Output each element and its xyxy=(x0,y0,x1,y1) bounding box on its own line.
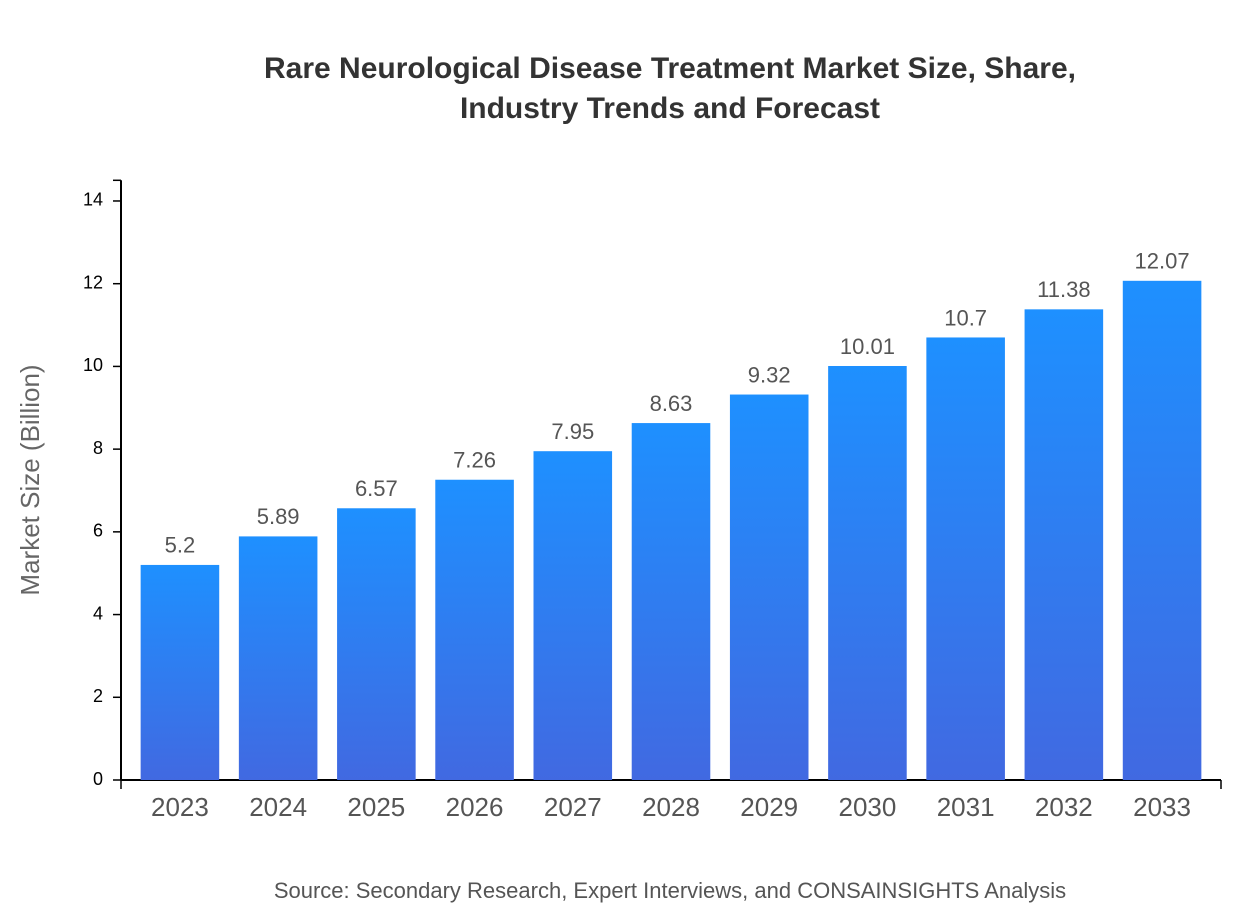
bar xyxy=(435,479,514,780)
value-label: 5.2 xyxy=(165,533,196,558)
bar xyxy=(1122,280,1202,780)
y-tick-label: 8 xyxy=(93,438,103,458)
y-tick-label: 4 xyxy=(93,603,103,623)
y-tick-label: 12 xyxy=(83,272,103,292)
y-tick-label: 10 xyxy=(83,355,103,375)
bar xyxy=(631,423,711,780)
bar xyxy=(926,337,1005,780)
x-tick-label: 2033 xyxy=(1133,792,1191,822)
x-tick-label: 2030 xyxy=(839,792,897,822)
value-label: 10.7 xyxy=(944,305,987,330)
bar xyxy=(828,366,907,780)
value-label: 6.57 xyxy=(355,476,398,501)
y-tick-label: 6 xyxy=(93,521,103,541)
bar xyxy=(729,394,809,780)
x-tick-label: 2023 xyxy=(151,792,209,822)
chart-title: Industry Trends and Forecast xyxy=(460,92,880,125)
x-tick-label: 2026 xyxy=(446,792,504,822)
y-axis-label: Market Size (Billion) xyxy=(15,364,45,595)
bar xyxy=(140,564,220,780)
value-label: 7.95 xyxy=(551,419,594,444)
y-tick-label: 14 xyxy=(83,190,103,210)
x-tick-label: 2027 xyxy=(544,792,602,822)
x-tick-label: 2029 xyxy=(740,792,798,822)
value-label: 11.38 xyxy=(1037,277,1090,302)
x-tick-label: 2025 xyxy=(347,792,405,822)
bar xyxy=(1024,309,1104,780)
y-tick-label: 2 xyxy=(93,686,103,706)
x-tick-label: 2024 xyxy=(249,792,307,822)
bar xyxy=(533,451,613,780)
chart-title: Rare Neurological Disease Treatment Mark… xyxy=(264,52,1076,85)
x-tick-label: 2032 xyxy=(1035,792,1093,822)
value-label: 9.32 xyxy=(748,362,791,387)
source-note: Source: Secondary Research, Expert Inter… xyxy=(274,878,1066,903)
value-label: 8.63 xyxy=(650,391,693,416)
bar xyxy=(337,508,416,780)
y-tick-label: 0 xyxy=(93,769,103,789)
value-label: 12.07 xyxy=(1135,249,1190,274)
x-tick-label: 2031 xyxy=(937,792,995,822)
x-tick-label: 2028 xyxy=(642,792,700,822)
value-label: 7.26 xyxy=(453,448,496,473)
value-label: 10.01 xyxy=(840,334,895,359)
bar xyxy=(238,536,318,780)
value-label: 5.89 xyxy=(257,504,300,529)
